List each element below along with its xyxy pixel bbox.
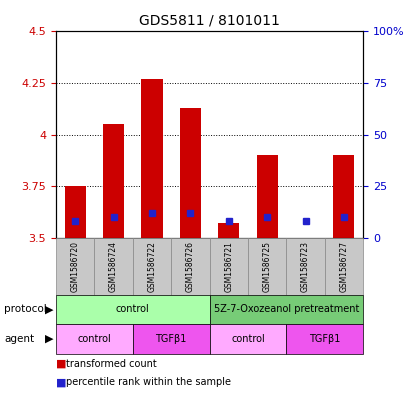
Bar	[248, 238, 286, 295]
Bar	[65, 186, 86, 238]
Text: GSM1586722: GSM1586722	[147, 241, 156, 292]
Bar	[56, 324, 133, 354]
Bar	[133, 238, 171, 295]
Bar	[103, 124, 124, 238]
Bar	[56, 238, 95, 295]
Text: 5Z-7-Oxozeanol pretreatment: 5Z-7-Oxozeanol pretreatment	[214, 305, 359, 314]
Text: TGFβ1: TGFβ1	[156, 334, 187, 344]
Bar	[210, 295, 363, 324]
Text: GSM1586724: GSM1586724	[109, 241, 118, 292]
Text: GSM1586723: GSM1586723	[301, 241, 310, 292]
Bar	[56, 295, 210, 324]
Text: agent: agent	[4, 334, 34, 344]
Bar	[333, 155, 354, 238]
Bar	[142, 79, 163, 238]
Text: GSM1586720: GSM1586720	[71, 241, 80, 292]
Text: protocol: protocol	[4, 305, 47, 314]
Bar	[95, 238, 133, 295]
Bar	[286, 238, 325, 295]
Bar	[171, 238, 210, 295]
Bar	[286, 324, 363, 354]
Text: GSM1586727: GSM1586727	[339, 241, 349, 292]
Text: GSM1586726: GSM1586726	[186, 241, 195, 292]
Text: control: control	[116, 305, 150, 314]
Text: percentile rank within the sample: percentile rank within the sample	[66, 377, 231, 387]
Title: GDS5811 / 8101011: GDS5811 / 8101011	[139, 13, 280, 28]
Bar	[256, 155, 278, 238]
Text: control: control	[231, 334, 265, 344]
Text: TGFβ1: TGFβ1	[309, 334, 340, 344]
Bar	[180, 108, 201, 238]
Bar	[210, 238, 248, 295]
Text: GSM1586721: GSM1586721	[224, 241, 233, 292]
Bar	[210, 324, 286, 354]
Text: ▶: ▶	[45, 334, 53, 344]
Bar	[325, 238, 363, 295]
Bar	[218, 223, 239, 238]
Text: ■: ■	[56, 358, 66, 369]
Text: ▶: ▶	[45, 305, 53, 314]
Text: ■: ■	[56, 377, 66, 387]
Text: control: control	[78, 334, 111, 344]
Bar	[133, 324, 210, 354]
Text: transformed count: transformed count	[66, 358, 156, 369]
Text: GSM1586725: GSM1586725	[263, 241, 272, 292]
